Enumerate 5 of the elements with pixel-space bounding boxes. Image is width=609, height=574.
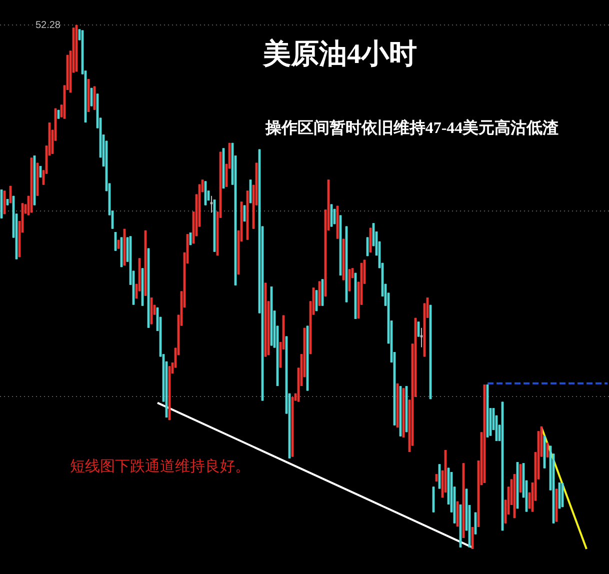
annotation: 短线图下跌通道维持良好。 [70, 458, 250, 475]
text: 美原油4小时 [262, 38, 417, 70]
candlestick [420, 327, 423, 348]
text: 操作区间暂时依旧维持47-44美元高沽低渣 [264, 118, 559, 137]
annotation: 52.28 [35, 20, 61, 31]
